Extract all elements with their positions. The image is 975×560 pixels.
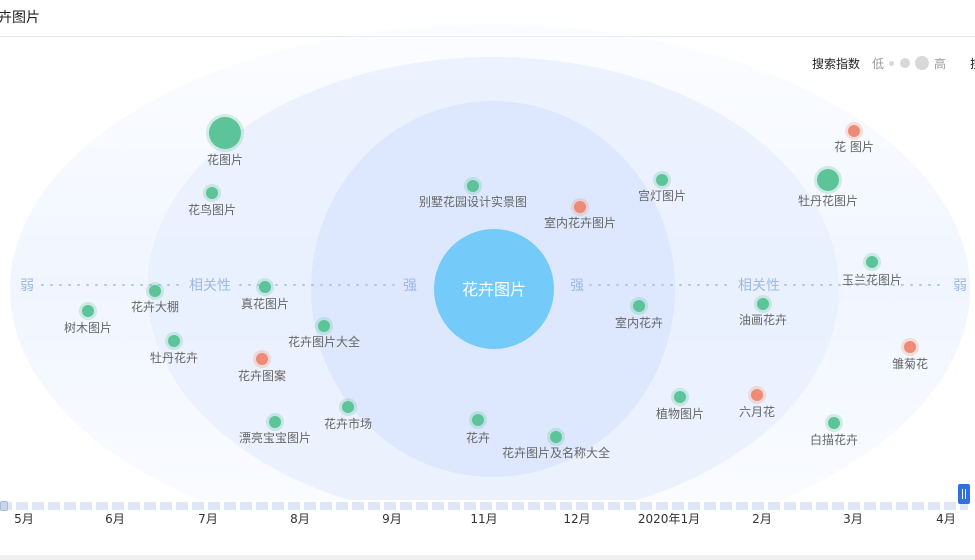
timeline-right-handle[interactable]	[958, 484, 970, 504]
timeline-month-label: 12月	[563, 512, 591, 526]
keyword-bubble[interactable]	[342, 401, 354, 413]
legend-extra-label: 搜	[970, 55, 975, 72]
timeline-month-label: 3月	[843, 512, 863, 526]
keyword-label[interactable]: 花卉图案	[238, 368, 286, 383]
keyword-bubble[interactable]	[259, 281, 271, 293]
keyword-label[interactable]: 花图片	[207, 152, 243, 167]
keyword-label[interactable]: 六月花	[739, 404, 775, 419]
legend-low-label: 低	[872, 57, 885, 71]
keyword-label[interactable]: 牡丹花卉	[150, 350, 198, 365]
keyword-bubble[interactable]	[82, 305, 94, 317]
keyword-label[interactable]: 别墅花园设计实景图	[419, 194, 527, 209]
keyword-label[interactable]: 花卉图片大全	[288, 334, 360, 349]
keyword-label[interactable]: 宫灯图片	[638, 188, 686, 203]
keyword-bubble[interactable]	[828, 417, 840, 429]
keyword-bubble[interactable]	[751, 389, 763, 401]
keyword-bubble[interactable]	[656, 174, 668, 186]
timeline-month-label: 11月	[470, 512, 498, 526]
timeline-month-label: 7月	[198, 512, 218, 526]
keyword-label[interactable]: 树木图片	[64, 320, 112, 335]
keyword-bubble[interactable]	[817, 169, 839, 191]
keyword-label[interactable]: 花鸟图片	[188, 202, 236, 217]
keyword-bubble[interactable]	[757, 298, 769, 310]
keyword-label[interactable]: 植物图片	[656, 406, 704, 421]
keyword-label[interactable]: 花卉大棚	[131, 299, 179, 314]
axis-weak-right: 弱	[953, 278, 967, 294]
timeline-track[interactable]	[0, 502, 968, 510]
timeline-month-label: 6月	[105, 512, 125, 526]
keyword-bubble[interactable]	[209, 117, 241, 149]
keyword-bubble[interactable]	[848, 125, 860, 137]
keyword-bubble[interactable]	[256, 353, 268, 365]
keyword-bubble[interactable]	[866, 256, 878, 268]
center-keyword-label: 花卉图片	[462, 280, 526, 299]
keyword-label[interactable]: 漂亮宝宝图片	[239, 430, 311, 445]
center-keyword-bubble[interactable]	[434, 229, 554, 349]
keyword-bubble[interactable]	[206, 187, 218, 199]
keyword-bubble[interactable]	[904, 341, 916, 353]
timeline-scrollbar[interactable]	[0, 484, 975, 512]
keyword-bubble[interactable]	[318, 320, 330, 332]
timeline-month-label: 9月	[382, 512, 402, 526]
legend-dot-medium	[900, 58, 910, 68]
keyword-label[interactable]: 花卉市场	[324, 416, 372, 431]
keyword-label[interactable]: 玉兰花图片	[842, 272, 902, 287]
timeline-month-label: 4月	[936, 512, 956, 526]
legend-dot-large	[915, 56, 929, 70]
timeline-left-handle[interactable]	[0, 501, 8, 511]
keyword-bubble[interactable]	[149, 285, 161, 297]
keyword-bubble[interactable]	[467, 180, 479, 192]
legend-dot-small	[889, 61, 894, 66]
bottom-divider	[0, 555, 975, 560]
timeline-month-label: 5月	[14, 512, 34, 526]
axis-strong-left: 强	[403, 278, 417, 294]
axis-strong-right: 强	[570, 278, 584, 294]
keyword-label[interactable]: 真花图片	[241, 296, 289, 311]
timeline-month-label: 2020年1月	[637, 512, 701, 526]
keyword-label[interactable]: 牡丹花图片	[798, 193, 858, 208]
keyword-label[interactable]: 白描花卉	[810, 432, 858, 447]
page-title: 卉图片	[0, 10, 40, 26]
keyword-label[interactable]: 花卉图片及名称大全	[502, 445, 610, 460]
keyword-bubble[interactable]	[269, 416, 281, 428]
keyword-bubble[interactable]	[472, 414, 484, 426]
axis-relevance-left: 相关性	[189, 278, 231, 294]
keyword-bubble[interactable]	[550, 431, 562, 443]
axis-relevance-right: 相关性	[738, 278, 780, 294]
legend-high-label: 高	[934, 57, 947, 71]
keyword-bubble[interactable]	[633, 300, 645, 312]
keyword-bubble[interactable]	[674, 391, 686, 403]
keyword-label[interactable]: 花卉	[466, 430, 490, 445]
keyword-label[interactable]: 花 图片	[834, 139, 874, 154]
keyword-label[interactable]: 室内花卉图片	[544, 215, 616, 230]
keyword-label[interactable]: 雏菊花	[892, 356, 928, 371]
timeline-month-label: 2月	[752, 512, 772, 526]
keyword-label[interactable]: 室内花卉	[615, 315, 663, 330]
keyword-bubble[interactable]	[168, 335, 180, 347]
keyword-bubble[interactable]	[574, 201, 586, 213]
keyword-label[interactable]: 油画花卉	[739, 312, 787, 327]
legend-label: 搜索指数	[812, 57, 861, 71]
timeline-month-label: 8月	[290, 512, 310, 526]
axis-weak-left: 弱	[20, 278, 34, 294]
